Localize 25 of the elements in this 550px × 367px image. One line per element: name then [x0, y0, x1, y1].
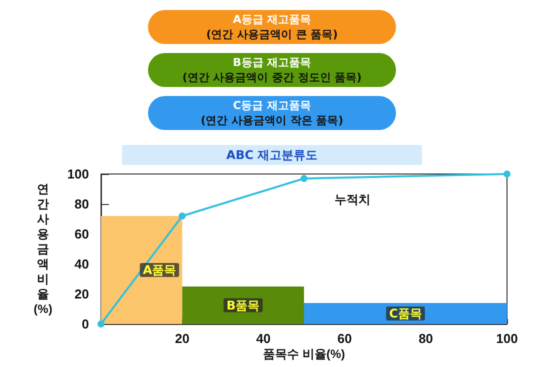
chart-title: ABC 재고분류도: [122, 145, 422, 165]
y-tick-label: 100: [67, 166, 89, 182]
y-tick-label: 20: [74, 286, 89, 302]
x-tick-label: 60: [337, 331, 352, 346]
x-tick-label: 80: [418, 331, 434, 346]
point: [98, 320, 104, 328]
y-tick-label: 40: [74, 256, 89, 272]
text: 연간사용금액비율(%): [34, 182, 52, 316]
text: A등급 재고품목 (연간 사용금액이 큰 품목): [148, 10, 396, 44]
annotation: B품목: [226, 298, 260, 312]
x-axis-title: 품목수 비율(%): [263, 347, 345, 361]
x-tick-label: 100: [496, 331, 518, 346]
x-tick-label: 20: [174, 331, 190, 346]
annotation: 누적치: [334, 192, 371, 206]
point: [178, 212, 186, 220]
annotation: C품목: [389, 306, 422, 320]
point: [300, 175, 308, 182]
y-tick-label: 0: [82, 316, 89, 332]
point: [504, 170, 510, 178]
y-tick-label: 60: [74, 226, 89, 242]
annotation: A품목: [142, 263, 176, 277]
x-tick-label: 40: [256, 331, 271, 346]
text: B등급 재고품목 (연간 사용금액이 중간 정도인 품목): [148, 53, 396, 87]
y-tick-label: 80: [74, 196, 89, 212]
text: C등급 재고품목 (연간 사용금액이 작은 품목): [148, 96, 396, 130]
